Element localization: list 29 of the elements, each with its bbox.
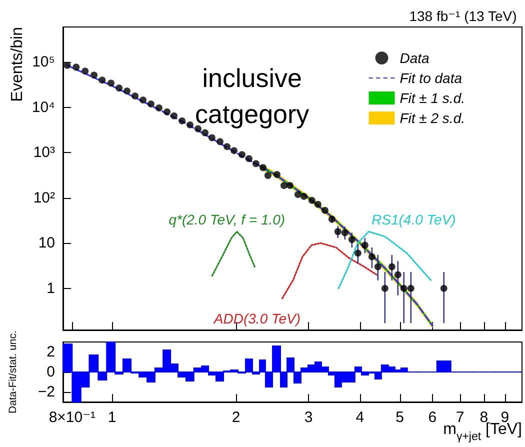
legend-label: Fit ± 2 s.d. [400, 110, 466, 126]
y-tick-label: 1 [46, 280, 55, 297]
x-tick-label: 6 [428, 409, 437, 426]
line-series [211, 230, 256, 277]
x-tick-label: 1 [108, 409, 116, 426]
chart-title: 138 fb⁻¹ (13 TeV) [409, 8, 517, 24]
x-tick-label: 3 [304, 409, 313, 426]
y-axis-title: Data-Fit/stat. unc. [7, 330, 19, 414]
y-tick-label: 10³ [33, 144, 55, 162]
legend-label: Fit ± 1 s.d. [400, 90, 466, 106]
y-tick-label: 10 [38, 234, 55, 252]
series-label: q*(2.0 TeV, f = 1.0) [168, 212, 286, 228]
y-tick-label: 2 [46, 344, 55, 360]
y-tick-label: 0 [46, 364, 55, 380]
y-tick-label: −2 [38, 384, 55, 400]
y-tick-label: 10⁵ [32, 54, 55, 71]
x-tick-label: 8×10⁻¹ [48, 409, 96, 426]
y-tick-label: 10² [33, 189, 55, 206]
x-tick-label: 2 [232, 409, 240, 426]
legend-label: Data [400, 50, 430, 66]
x-tick-label: 5 [396, 409, 404, 426]
y-tick-label: 10⁴ [32, 98, 55, 116]
series-label: RS1(4.0 TeV) [372, 212, 456, 228]
annotation: inclusive catgegory [194, 63, 310, 129]
x-tick-label: 7 [456, 409, 464, 426]
series-label: ADD(3.0 TeV) [212, 310, 301, 326]
legend-label: Fit to data [400, 70, 462, 86]
x-tick-label: 4 [356, 409, 364, 426]
y-axis-title: Events/bin [9, 27, 26, 102]
